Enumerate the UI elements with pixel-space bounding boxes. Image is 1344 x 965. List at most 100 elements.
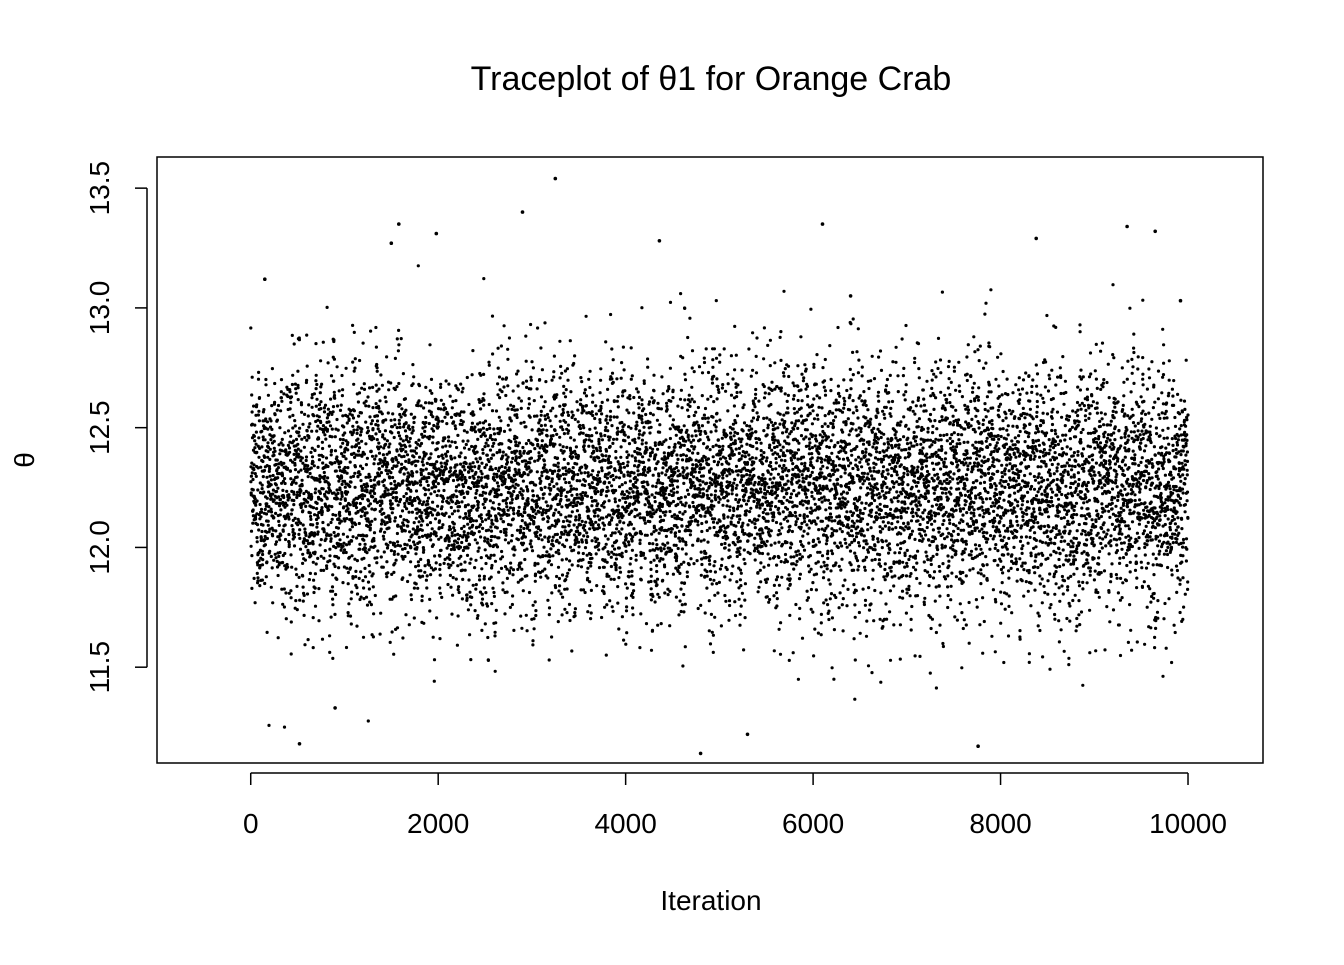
trace-point (649, 574, 653, 578)
trace-point (334, 469, 338, 473)
trace-point (288, 415, 292, 419)
trace-point (295, 493, 299, 497)
trace-point (471, 519, 475, 523)
trace-point (396, 540, 400, 544)
trace-point (636, 390, 640, 394)
trace-point (316, 418, 320, 422)
trace-point (540, 538, 544, 542)
trace-point (634, 558, 638, 562)
trace-point (325, 416, 329, 420)
trace-point (289, 596, 293, 600)
trace-point (401, 576, 405, 580)
trace-point (276, 403, 281, 408)
trace-point (489, 575, 493, 579)
trace-point (427, 401, 431, 405)
trace-point (378, 632, 382, 636)
trace-point (419, 483, 423, 487)
trace-point (409, 489, 413, 493)
trace-point (630, 509, 634, 513)
trace-point (328, 634, 332, 638)
trace-point (655, 569, 659, 574)
trace-point (528, 522, 532, 526)
trace-point (619, 455, 623, 459)
trace-point (348, 503, 352, 507)
trace-point (407, 458, 411, 462)
trace-point (505, 496, 509, 500)
trace-point (471, 461, 475, 465)
trace-point (435, 460, 439, 464)
trace-point (609, 465, 613, 469)
trace-point (390, 466, 394, 470)
trace-point (353, 465, 357, 469)
trace-point (533, 572, 538, 576)
trace-point (431, 415, 435, 419)
trace-point (502, 429, 507, 433)
trace-point (598, 477, 602, 481)
trace-point (287, 591, 291, 595)
trace-point (255, 403, 259, 407)
trace-point (385, 452, 389, 456)
trace-point (468, 475, 472, 480)
trace-point (551, 554, 555, 558)
trace-point (412, 586, 416, 590)
trace-point (517, 441, 522, 445)
trace-point (716, 591, 720, 595)
trace-point (462, 446, 467, 450)
trace-point (447, 543, 451, 548)
trace-point (545, 428, 549, 432)
trace-point (495, 451, 499, 455)
trace-point (291, 426, 295, 430)
trace-point (297, 575, 301, 580)
trace-point (413, 498, 417, 503)
trace-point (249, 529, 254, 533)
trace-point (614, 488, 618, 493)
trace-point (437, 489, 441, 493)
trace-point (506, 357, 510, 361)
trace-point (453, 509, 457, 513)
trace-point (395, 337, 399, 341)
trace-point (343, 431, 347, 435)
trace-point (476, 422, 480, 426)
trace-point (571, 466, 575, 470)
trace-point (353, 485, 357, 489)
trace-point (263, 538, 267, 542)
trace-point (703, 406, 708, 411)
trace-point (329, 374, 334, 378)
trace-point (586, 610, 590, 614)
trace-point (513, 478, 518, 482)
trace-point (693, 429, 698, 433)
trace-point (312, 578, 316, 582)
trace-point (334, 546, 338, 550)
trace-point (541, 428, 545, 432)
trace-point (531, 366, 536, 370)
trace-point (589, 561, 593, 565)
trace-point (338, 514, 342, 518)
trace-point (612, 415, 616, 419)
trace-point (376, 549, 380, 553)
trace-point (589, 473, 593, 477)
trace-point (709, 430, 713, 434)
trace-point (546, 520, 550, 524)
trace-point (531, 494, 536, 498)
trace-point (492, 507, 496, 511)
trace-point (532, 617, 536, 621)
trace-point (263, 543, 267, 547)
trace-point (260, 445, 264, 449)
trace-point (396, 552, 400, 556)
trace-point (266, 441, 270, 445)
trace-point (714, 443, 718, 447)
trace-point (459, 462, 463, 466)
trace-point (511, 456, 515, 460)
trace-point (684, 543, 688, 547)
trace-point (699, 550, 703, 554)
trace-point (614, 563, 618, 567)
trace-point (510, 407, 514, 411)
trace-point (484, 497, 488, 501)
trace-point (448, 553, 452, 557)
trace-point (492, 432, 497, 436)
trace-point (384, 469, 389, 473)
trace-point (386, 411, 390, 415)
trace-point (446, 477, 450, 481)
trace-point (310, 446, 314, 450)
trace-point (709, 493, 713, 497)
